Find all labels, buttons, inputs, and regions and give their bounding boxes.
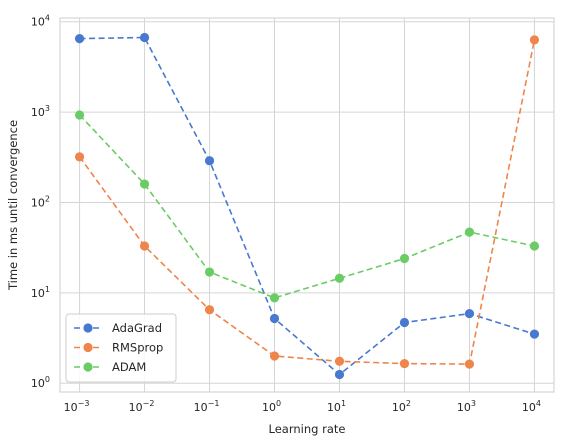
data-point-adagrad-7 (529, 329, 540, 339)
x-tick-label-1: 10−2 (129, 399, 155, 414)
data-point-rmsprop-4 (334, 356, 345, 366)
y-tick-label-2-base: 10 (31, 196, 45, 209)
x-tick-label-6-exponent: 3 (471, 399, 476, 408)
y-tick-label-3: 103 (31, 104, 50, 119)
x-tick-label-6-base: 10 (457, 401, 471, 414)
y-tick-label-0-base: 10 (31, 377, 45, 390)
x-tick-label-7: 104 (522, 399, 541, 414)
x-tick-label-7-base: 10 (522, 401, 536, 414)
legend-label-adam: ADAM (112, 360, 146, 374)
x-tick-label-2: 10−1 (194, 399, 220, 414)
x-tick-label-6: 103 (457, 399, 476, 414)
x-tick-label-5-base: 10 (392, 401, 406, 414)
data-point-adagrad-3 (269, 313, 280, 324)
x-tick-label-3-base: 10 (262, 401, 276, 414)
x-tick-label-4-exponent: 1 (341, 399, 346, 408)
x-tick-label-1-exponent: −2 (143, 399, 155, 408)
data-point-adam-6 (464, 227, 475, 237)
ticks: 10−3 10−2 10−1 100 101 102 103 1041001011021031… (31, 14, 541, 414)
x-tick-label-3-exponent: 0 (276, 399, 281, 408)
data-point-adagrad-0 (74, 34, 85, 44)
series-rmsprop (74, 35, 540, 369)
series-adam (74, 110, 540, 303)
data-point-rmsprop-2 (204, 305, 215, 315)
x-axis-label: Learning rate (269, 422, 346, 436)
y-tick-label-4-exponent: 4 (45, 14, 50, 23)
y-tick-label-1-base: 10 (31, 287, 45, 300)
legend-marker-rmsprop (83, 342, 93, 353)
y-tick-label-2-exponent: 2 (45, 194, 50, 203)
x-tick-label-5: 102 (392, 399, 411, 414)
data-point-adagrad-6 (464, 308, 475, 319)
x-tick-label-7-exponent: 4 (536, 399, 541, 408)
data-point-adagrad-1 (139, 32, 150, 43)
data-point-adam-0 (74, 110, 85, 120)
series-line-adagrad (79, 36, 535, 376)
legend-marker-adagrad (83, 323, 93, 333)
y-tick-label-1: 101 (31, 285, 50, 300)
legend-box (65, 313, 177, 383)
data-point-adam-4 (334, 273, 345, 283)
data-point-rmsprop-7 (529, 35, 540, 45)
x-tick-label-1-base: 10 (129, 401, 143, 414)
data-point-adam-1 (139, 179, 150, 189)
series-adagrad (74, 32, 540, 380)
legend-label-rmsprop: RMSprop (112, 341, 163, 355)
y-tick-label-4: 104 (31, 14, 50, 29)
data-point-rmsprop-6 (464, 359, 475, 369)
data-point-rmsprop-1 (139, 241, 150, 251)
y-tick-label-3-base: 10 (31, 106, 45, 119)
y-tick-label-3-exponent: 3 (45, 104, 50, 113)
data-point-rmsprop-3 (269, 351, 280, 361)
data-point-adam-2 (204, 267, 215, 277)
series-line-rmsprop (78, 39, 536, 365)
data-point-rmsprop-5 (399, 358, 410, 369)
x-tick-label-4: 101 (327, 399, 346, 414)
x-tick-label-2-base: 10 (194, 401, 208, 414)
legend: AdaGrad RMSprop ADAM (65, 313, 177, 383)
legend-label-adagrad: AdaGrad (112, 321, 162, 335)
y-tick-label-0: 100 (31, 375, 50, 390)
data-point-adam-7 (529, 241, 540, 251)
y-tick-label-2: 102 (31, 194, 50, 209)
data-point-adam-3 (269, 293, 280, 303)
series-layer (74, 32, 540, 380)
x-tick-label-3: 100 (262, 399, 281, 414)
data-point-adagrad-2 (204, 156, 215, 166)
series-line-adam (79, 114, 535, 299)
x-tick-label-4-base: 10 (327, 401, 341, 414)
x-tick-label-5-exponent: 2 (406, 399, 411, 408)
data-point-adam-5 (399, 253, 410, 264)
y-tick-label-1-exponent: 1 (45, 285, 50, 294)
y-tick-label-0-exponent: 0 (45, 375, 50, 384)
x-tick-label-0-exponent: −3 (78, 399, 90, 408)
y-tick-label-4-base: 10 (31, 16, 45, 29)
data-point-adagrad-5 (399, 317, 410, 328)
data-point-adagrad-4 (334, 369, 345, 380)
x-tick-label-0: 10−3 (64, 399, 90, 414)
x-tick-label-0-base: 10 (64, 401, 78, 414)
data-point-rmsprop-0 (74, 152, 85, 162)
y-axis-label: Time in ms until convergence (6, 120, 20, 291)
legend-marker-adam (83, 362, 93, 372)
x-tick-label-2-exponent: −1 (208, 399, 220, 408)
